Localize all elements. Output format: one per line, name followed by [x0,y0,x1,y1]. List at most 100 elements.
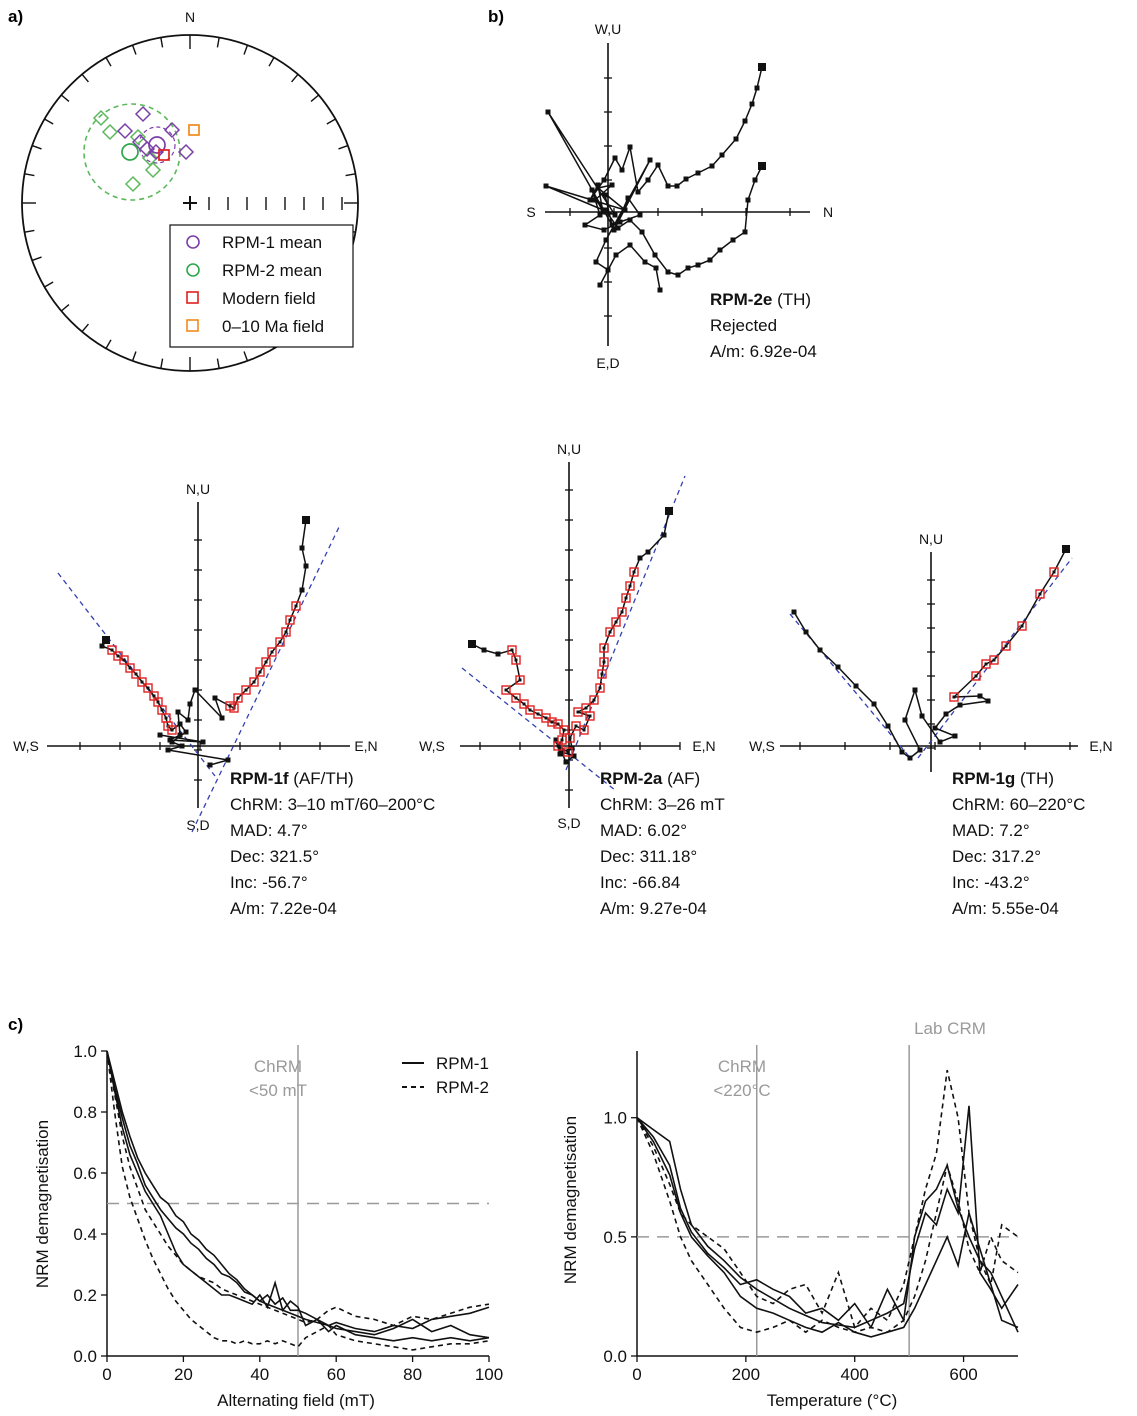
demag-step-dot [258,670,262,674]
demag-step-fit [131,669,141,679]
legend-box [169,224,354,348]
demag-step-fit [249,677,259,687]
demag-step [617,219,623,225]
rpm2a-line-4: Inc: -66.84 [600,873,680,892]
demag-step-dot [556,744,560,748]
demag-step [609,222,615,228]
demag-step [709,163,715,169]
y-tick-label: 0.8 [73,1103,97,1122]
demag-step [207,762,213,768]
demag-step [635,189,641,195]
demag-step-fit [241,685,251,695]
demag-step-fit [1049,567,1059,577]
demag-step [730,237,736,243]
rpm2e-axis-right: N [823,204,833,220]
x-tick-label: 0 [632,1365,641,1384]
demag-step [899,749,905,755]
demag-step [665,507,673,515]
rpm1g-title: RPM-1g (TH) [952,769,1054,788]
rpm1-site-point [131,133,149,151]
demag-step [299,545,305,551]
demag-step-fit [559,725,569,735]
x-tick-label: 20 [174,1365,193,1384]
demag-step [99,643,105,649]
demag-step [177,732,183,738]
demag-step-dot [576,710,580,714]
series-rpm-1 [106,1050,490,1333]
demag-step [545,109,551,115]
demag-step [481,647,487,653]
rpm2-a95-circle [83,103,181,201]
demag-step-dot [264,660,268,664]
east-axis-ticks [208,197,343,210]
demag-step-dot [574,724,578,728]
demag-step-dot [228,704,232,708]
demag-step-dot [952,695,956,699]
demag-step-dot [560,738,564,742]
legend-symbol-modern [186,291,199,304]
stereonet-tick [44,281,54,288]
demag-step [717,247,723,253]
demag-step-fit [553,719,563,729]
rpm1-site-point [163,121,181,139]
demag-step [102,636,110,644]
series-rpm-1 [636,1117,1019,1338]
demag-step [752,177,758,183]
demag-step-dot [592,698,596,702]
demag-step-dot [528,708,532,712]
af-x-axis-label: Alternating field (mT) [217,1391,375,1410]
rpm1f-title: RPM-1f (AF/TH) [230,769,354,788]
demag-step-dot [1052,570,1056,574]
demag-step [803,629,809,635]
demag-step [543,183,549,189]
demag-step-fit [255,667,265,677]
stereonet-tick [310,94,320,102]
rpm2-site-point [141,149,159,167]
rpm1f-line-4: Inc: -56.7° [230,873,308,892]
rpm1f-line-1: ChRM: 3–10 mT/60–200°C [230,795,435,814]
demag-step [754,85,760,91]
demag-step [645,549,651,555]
demag-step [593,259,599,265]
demag-step [675,272,681,278]
demag-step [177,721,183,727]
demag-step [917,747,923,753]
demag-step [185,717,191,723]
demag-step [683,176,689,182]
demag-step-dot [568,736,572,740]
zijderveld-rpm2a: N,U S,D W,S E,N RPM-2a (AF) ChRM: 3–26 m… [419,441,725,918]
demag-step [957,702,963,708]
demag-step [817,647,823,653]
panel-label-c: c) [8,1015,23,1034]
demag-step-dot [160,708,164,712]
rpm2a-fit-line-2 [565,475,686,771]
th-annotation-line-1: ChRM [718,1057,766,1076]
demag-step [611,227,617,233]
demag-step [165,747,171,753]
demag-step-dot [278,640,282,644]
stereonet-tick [105,339,112,349]
demag-step-dot [522,702,526,706]
demag-step-dot [288,618,292,622]
demag-step-fit [511,655,521,665]
rpm1f-axis-right: E,N [354,738,377,754]
demag-step-dot [602,646,606,650]
rpm1g-axis-right: E,N [1089,738,1112,754]
rpm1g-line-1: ChRM: 60–220°C [952,795,1085,814]
demag-step [733,136,739,142]
demag-step [758,162,766,170]
demag-step-dot [562,728,566,732]
legend-symbol-ma [186,319,199,332]
stereonet-tick [338,144,349,150]
demag-step [602,207,608,213]
chart-th-demag: ChRM <220°C Lab CRM NRM demagnetisation … [561,1019,1019,1410]
demag-step [657,287,663,293]
x-tick-label: 200 [732,1365,760,1384]
rpm2a-path-left [471,643,569,753]
series-rpm-1 [106,1050,490,1342]
stereonet-tick [216,358,220,369]
zijderveld-rpm1f: N,U S,D W,S E,N RPM-1f (AF/TH) ChRM: 3–1… [13,481,435,918]
demag-step [612,155,618,161]
rpm1f-line-2: MAD: 4.7° [230,821,308,840]
demag-step-dot [146,686,150,690]
